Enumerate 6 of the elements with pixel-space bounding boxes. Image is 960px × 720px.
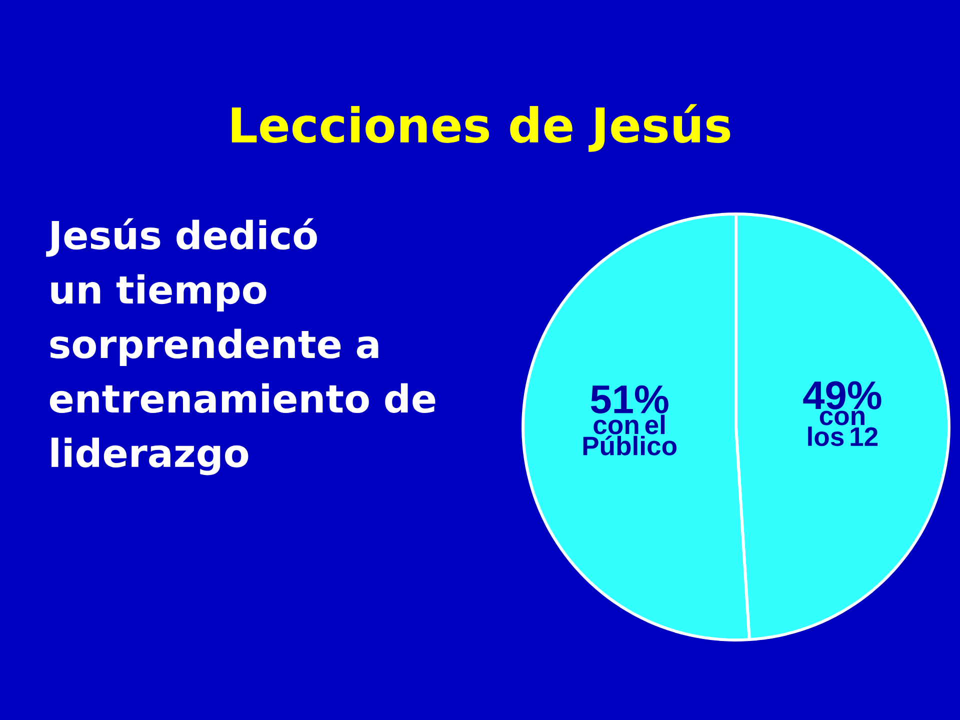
data-label: 51%: [590, 385, 668, 414]
text: Jesús dedicó un tiempo sorprendente a entrenamiento de liderazgo: [46, 218, 436, 476]
data-label: 49%: [803, 381, 882, 410]
chart-title: Lecciones de Jesús: [232, 104, 730, 152]
slice-label: con los 12: [808, 410, 878, 446]
slice-label: con el Público: [583, 414, 676, 456]
